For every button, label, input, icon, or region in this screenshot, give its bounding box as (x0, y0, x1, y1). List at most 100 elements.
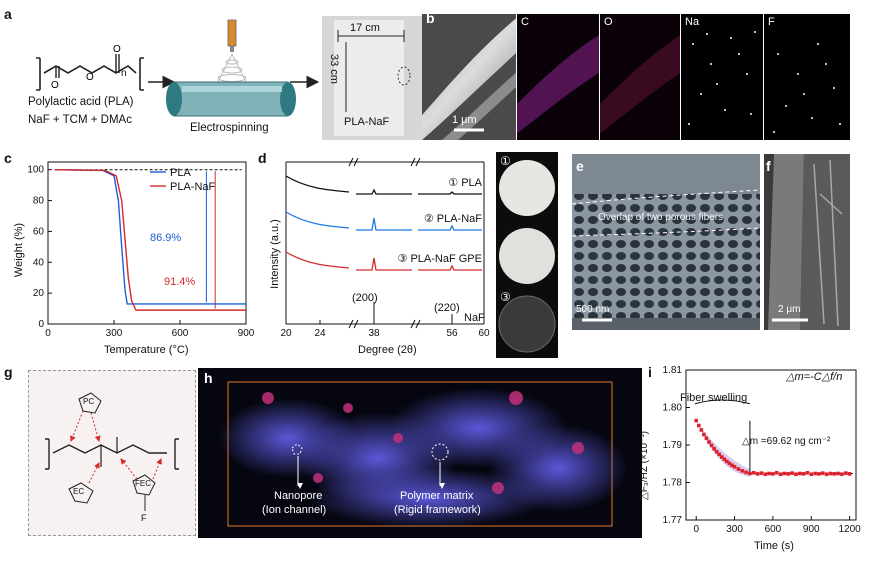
panel-label-c: c (4, 150, 12, 166)
qcm-point-40 (828, 471, 833, 476)
cross-section-scale-label: 2 μm (778, 304, 801, 315)
xrd-series-label-0: ① PLA (448, 177, 482, 189)
qcm-xlabel: Time (s) (754, 540, 794, 552)
panel-label-i: i (648, 364, 652, 380)
tga-ytick-label-3: 60 (33, 226, 45, 237)
xrd-axis-break-top-1 (410, 157, 421, 167)
precursor-list: NaF + TCM + DMAc (28, 114, 132, 126)
qcm-ytick-label-0: 1.77 (663, 515, 683, 526)
qcm-xtick-label-3: 900 (803, 524, 820, 535)
xrd-peak-220: (220) (434, 302, 460, 314)
polymer-matrix-sublabel: (Rigid framework) (394, 504, 481, 516)
qcm-point-20 (751, 470, 756, 475)
tga-series-pla (54, 169, 246, 305)
repeat-unit-n: n (121, 68, 127, 79)
svg-text:O: O (86, 72, 94, 83)
xrd-plot-area: 20 24 38 56 60 ① PLA ② PLA-NaF ③ PLA-NaF GPE (280, 157, 490, 339)
qcm-point-32 (797, 471, 802, 476)
qcm-point-8 (714, 449, 719, 454)
qcm-point-4 (704, 436, 709, 441)
tga-ytick-label-1: 20 (33, 288, 45, 299)
qcm-point-39 (824, 472, 829, 477)
qcm-point-24 (767, 471, 771, 476)
swelling-region (693, 413, 750, 477)
xrd-axis-break-0 (348, 319, 359, 329)
fluorine-label: F (141, 513, 147, 523)
eds-map-c-label: C (521, 16, 529, 28)
panel-label-b: b (426, 10, 435, 26)
overlap-label: Overlap of two porous fibers (598, 212, 724, 223)
sem-scale-label: 1 μm (452, 114, 477, 126)
qcm-point-33 (801, 472, 806, 476)
tga-ytick-label-0: 0 (38, 319, 44, 330)
qcm-ylabel: △F₃/HZ (×10⁻³) (639, 431, 650, 500)
membrane-width-label: 17 cm (350, 22, 380, 34)
qcm-point-25 (771, 472, 775, 476)
swelling-brace (694, 399, 751, 405)
qcm-xtick-label-2: 600 (765, 524, 782, 535)
panel-label-e: e (576, 158, 584, 174)
tga-series-pla-naf (54, 169, 246, 311)
qcm-point-31 (794, 472, 798, 477)
xrd-ylabel: Intensity (a.u.) (268, 219, 281, 289)
tga-plot-area: 0 300 600 900 0 20 40 60 80 100 PLA PLA-NaF (27, 161, 255, 339)
mass-change-label: △m =69.62 ng cm⁻² (742, 436, 831, 447)
xrd-xtick-label-2: 38 (368, 328, 380, 339)
qcm-point-10 (719, 455, 724, 459)
tga-chart: 0 300 600 900 0 20 40 60 80 100 PLA PLA-NaF Weight … (10, 152, 256, 360)
qcm-point-17 (740, 469, 745, 473)
tem-scale-label: 500 nm (576, 304, 610, 315)
qcm-xtick-label-4: 1200 (838, 524, 861, 535)
eds-map-c: C (517, 14, 599, 140)
panel-a-schematic: O O O n Polylactic acid (PLA) NaF + TCM … (22, 18, 322, 142)
qcm-point-30 (790, 471, 794, 475)
tga-ylabel: Weight (%) (13, 222, 26, 278)
tga-xtick-label-3: 900 (238, 328, 255, 339)
sem-cross-section: 2 μm (764, 154, 850, 330)
qcm-plot-area: 0 300 600 900 1200 1.77 1.78 1.79 1.80 1.81 (663, 365, 862, 535)
polymer-matrix-label: Polymer matrix (400, 490, 474, 502)
svg-text:O: O (113, 44, 121, 55)
solvent-pc-label: PC (83, 397, 95, 406)
xrd-naf-label: NaF (464, 312, 485, 324)
xrd-axis-break-1 (410, 319, 421, 329)
eds-map-f-label: F (768, 16, 775, 28)
eds-map-na-label: Na (685, 16, 700, 28)
qcm-point-1 (696, 423, 701, 428)
xrd-chart: 20 24 38 56 60 ① PLA ② PLA-NaF ③ PLA-NaF GPE In… (264, 152, 494, 360)
qcm-ytick-label-4: 1.81 (663, 365, 683, 376)
solvent-interaction-diagram: PC EC FEC F (28, 370, 196, 536)
qcm-point-38 (820, 471, 825, 475)
panel-label-a: a (4, 6, 12, 22)
tga-legend-label-1: PLA-NaF (170, 181, 216, 193)
nanopore-label: Nanopore (274, 490, 323, 502)
photo-label-3: ③ (500, 290, 511, 304)
tga-annotation-pla: 86.9% (150, 232, 182, 244)
qcm-ytick-label-1: 1.78 (663, 478, 683, 489)
qcm-point-36 (813, 471, 817, 476)
tga-xtick-label-2: 600 (172, 328, 189, 339)
xrd-xtick-label-4: 60 (478, 328, 490, 339)
xrd-series-0 (285, 175, 482, 195)
qcm-point-11 (722, 457, 727, 462)
qcm-ytick-label-2: 1.79 (663, 440, 683, 451)
eds-map-f: F (764, 14, 850, 140)
xrd-xtick-label-0: 20 (280, 328, 292, 339)
qcm-point-35 (809, 472, 814, 477)
panel-label-f: f (766, 158, 771, 174)
xrd-series-label-2: ③ PLA-NaF GPE (398, 253, 482, 265)
panel-label-h: h (204, 370, 213, 386)
pla-structure-diagram: O O O (36, 19, 320, 117)
tga-annotation-pla-naf: 91.4% (164, 276, 196, 288)
qcm-point-12 (725, 459, 729, 464)
tga-ytick-label-2: 40 (33, 257, 45, 268)
qcm-point-28 (782, 471, 787, 476)
qcm-point-3 (702, 432, 706, 437)
qcm-point-27 (778, 472, 783, 477)
xrd-series-1 (285, 211, 482, 231)
membrane-photo-column: ① ② ③ (496, 152, 558, 358)
panel-label-d: d (258, 150, 267, 166)
tga-frame (47, 161, 247, 325)
photo-label-2: ② (500, 222, 511, 236)
qcm-point-13 (727, 461, 732, 466)
